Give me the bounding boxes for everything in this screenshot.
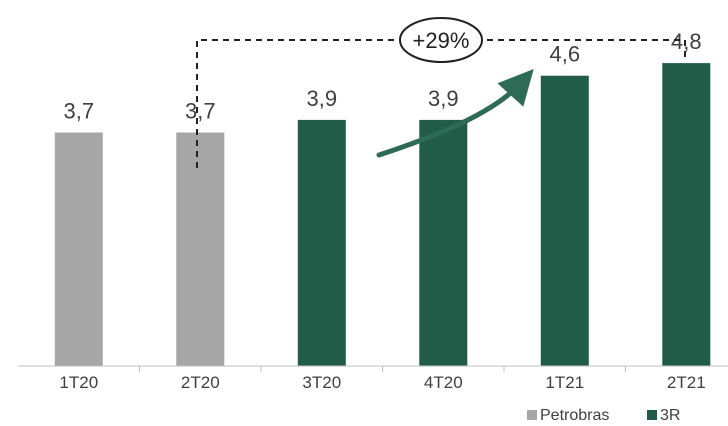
value-label-2t21: 4,8: [671, 29, 702, 54]
bar-1t20: [54, 132, 103, 366]
x-tick-4t20: 4T20: [424, 373, 463, 392]
x-axis-ticks: 1T20 2T20 3T20 4T20 1T21 2T21: [59, 366, 706, 392]
growth-annotation-label: +29%: [413, 28, 470, 53]
bar-3t20: [297, 119, 346, 367]
value-label-1t21: 4,6: [550, 42, 581, 67]
x-tick-2t20: 2T20: [181, 373, 220, 392]
value-label-4t20: 3,9: [428, 86, 459, 111]
bar-2t20: [176, 132, 225, 366]
x-tick-1t20: 1T20: [59, 373, 98, 392]
legend-label-petrobras: Petrobras: [540, 407, 609, 424]
bar-1t21: [540, 75, 589, 366]
legend-swatch-3r: [647, 410, 657, 420]
growth-annotation-ellipse: [399, 17, 483, 63]
value-label-1t20: 3,7: [64, 99, 95, 124]
bar-4t20: [419, 119, 468, 367]
bar-2t21: [662, 63, 711, 366]
value-label-3t20: 3,9: [307, 86, 338, 111]
value-labels-layer: 3,7 3,7 3,9 3,9 4,6 4,8: [64, 29, 702, 123]
x-tick-1t21: 1T21: [545, 373, 584, 392]
x-tick-3t20: 3T20: [302, 373, 341, 392]
legend-label-3r: 3R: [660, 407, 680, 424]
legend-swatch-petrobras: [527, 410, 537, 420]
x-tick-2t21: 2T21: [667, 373, 706, 392]
legend: Petrobras 3R: [527, 407, 680, 424]
bars-layer: [54, 63, 711, 367]
value-label-2t20: 3,7: [185, 99, 216, 124]
trend-arrow-icon: [376, 68, 534, 158]
